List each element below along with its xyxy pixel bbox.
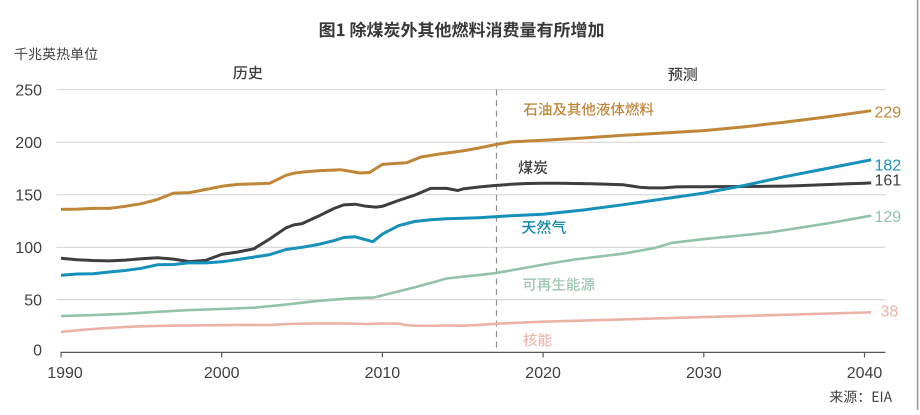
svg-text:150: 150 — [15, 187, 42, 204]
svg-text:2040: 2040 — [847, 365, 883, 382]
svg-text:161: 161 — [875, 172, 902, 189]
svg-text:50: 50 — [24, 293, 42, 310]
svg-text:100: 100 — [15, 240, 42, 257]
svg-text:1990: 1990 — [47, 365, 83, 382]
svg-text:229: 229 — [875, 104, 902, 121]
svg-text:129: 129 — [875, 209, 902, 226]
svg-text:250: 250 — [15, 82, 42, 99]
svg-text:2020: 2020 — [525, 365, 561, 382]
svg-text:200: 200 — [15, 135, 42, 152]
svg-text:2000: 2000 — [204, 365, 240, 382]
svg-text:2010: 2010 — [365, 365, 401, 382]
svg-text:0: 0 — [33, 343, 42, 360]
svg-text:38: 38 — [881, 303, 899, 320]
svg-text:182: 182 — [875, 158, 902, 175]
svg-text:2030: 2030 — [686, 365, 722, 382]
